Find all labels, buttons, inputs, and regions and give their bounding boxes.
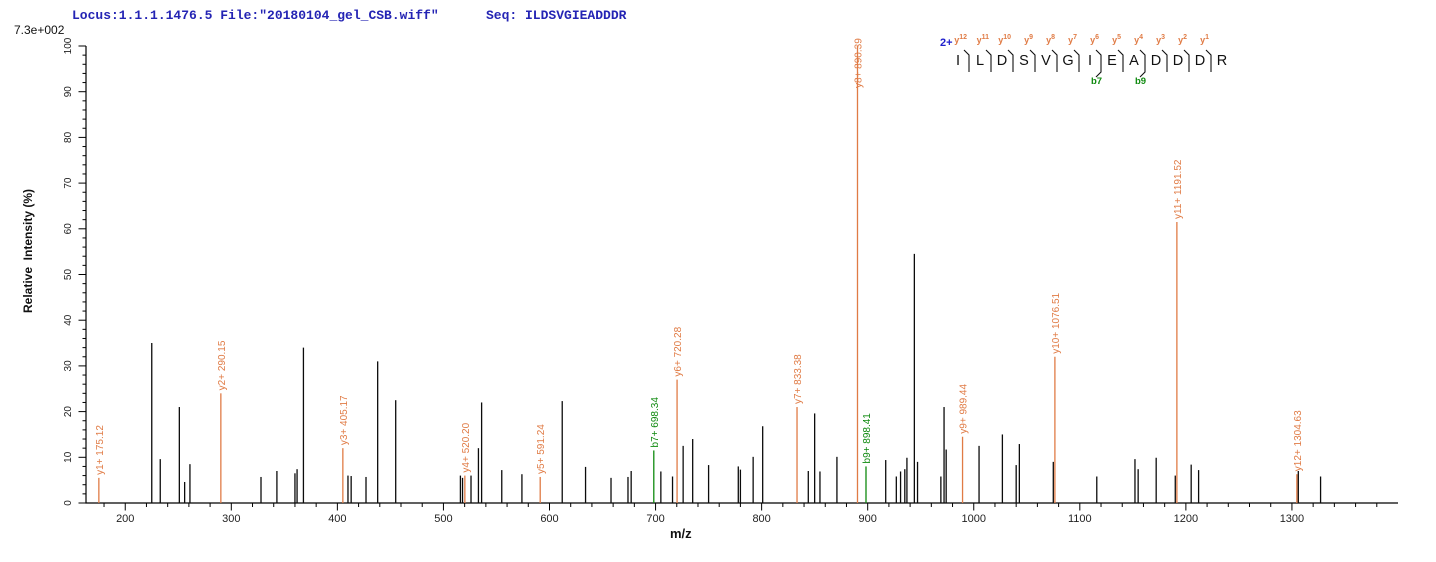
x-tick-label: 400 [328, 513, 346, 525]
y-ion-site-label: y3 [1156, 34, 1165, 45]
axis-frame [85, 46, 1398, 504]
y-ion-site-label: y7 [1068, 34, 1077, 45]
peptide-residue: D [996, 53, 1008, 69]
fragment-ion-label: y4+ 520.20 [461, 422, 472, 472]
cleavage-mark [1029, 49, 1036, 72]
y-ion-site-label: y11 [976, 34, 989, 45]
cleavage-mark [1205, 49, 1212, 72]
x-tick-label: 700 [646, 513, 664, 525]
cleavage-mark [1073, 49, 1080, 72]
y-ion-site-label: y10 [998, 34, 1011, 45]
fragment-ion-label: b7+ 698.34 [650, 397, 661, 448]
fragment-ion-label: y2+ 290.15 [217, 340, 228, 390]
base-peak-intensity-label: 7.3e+002 [14, 23, 65, 37]
fragment-ion-label: y10+ 1076.51 [1051, 292, 1062, 353]
fragment-ion-label: b9+ 898.41 [862, 413, 873, 464]
peptide-residue: A [1129, 53, 1139, 69]
x-tick-label: 1300 [1280, 513, 1304, 525]
y-tick-label: 50 [63, 269, 74, 281]
header-locus-file: Locus:1.1.1.1476.5 File:"20180104_gel_CS… [72, 8, 439, 23]
fragment-ion-label: y8+ 890.39 [853, 38, 864, 88]
peptide-residue: I [955, 53, 961, 69]
x-tick-label: 800 [752, 513, 770, 525]
x-tick-label: 200 [116, 513, 134, 525]
y-tick-label: 10 [63, 451, 74, 463]
y-ion-site-label: y8 [1046, 34, 1055, 45]
peptide-residue: E [1107, 53, 1117, 69]
fragment-ion-label: y9+ 989.44 [959, 384, 970, 434]
y-tick-label: 40 [63, 314, 74, 326]
x-tick-label: 1000 [962, 513, 986, 525]
y-ion-site-label: y12 [954, 34, 967, 45]
y-tick-label: 70 [63, 177, 74, 189]
peptide-residue: S [1019, 53, 1029, 69]
y-tick-label: 30 [63, 360, 74, 372]
fragment-ion-label: y7+ 833.38 [793, 354, 804, 404]
x-tick-label: 900 [859, 513, 877, 525]
b-ion-site-label: b7 [1091, 76, 1103, 87]
peptide-residue: D [1150, 53, 1162, 69]
cleavage-mark [985, 49, 992, 72]
cleavage-mark [1183, 49, 1190, 72]
header-sequence: Seq: ILDSVGIEADDDR [486, 8, 627, 23]
y-ion-site-label: y9 [1024, 34, 1033, 45]
cleavage-mark [1117, 49, 1124, 72]
x-tick-label: 1200 [1174, 513, 1198, 525]
cleavage-mark [1161, 49, 1168, 72]
x-tick-label: 600 [540, 513, 558, 525]
cleavage-mark [1095, 49, 1102, 78]
x-tick-label: 500 [434, 513, 452, 525]
peptide-residue: G [1062, 53, 1074, 69]
y-ion-site-label: y5 [1112, 34, 1121, 45]
fragment-ion-label: y12+ 1304.63 [1293, 410, 1304, 471]
cleavage-mark [963, 49, 970, 72]
y-ion-site-label: y2 [1178, 34, 1187, 45]
y-ion-site-label: y4 [1134, 34, 1143, 45]
peptide-residue: D [1172, 53, 1184, 69]
cleavage-mark [1007, 49, 1014, 72]
peptide-residue: D [1194, 53, 1206, 69]
x-tick-label: 1100 [1068, 513, 1092, 525]
cleavage-mark [1051, 49, 1058, 72]
peptide-residue: R [1216, 53, 1228, 69]
fragment-ion-label: y5+ 591.24 [536, 424, 547, 474]
y-ion-site-label: y1 [1200, 34, 1209, 45]
fragment-ion-label: y6+ 720.28 [673, 326, 684, 376]
cleavage-mark [1139, 49, 1146, 78]
y-tick-label: 90 [63, 86, 74, 98]
y-tick-label: 60 [63, 223, 74, 235]
y-tick-label: 100 [63, 37, 74, 54]
fragment-ion-label: y3+ 405.17 [339, 395, 350, 445]
fragment-ion-label: y11+ 1191.52 [1173, 159, 1184, 219]
precursor-charge-label: 2+ [940, 37, 953, 49]
x-axis-title: m/z [670, 526, 692, 541]
x-tick-label: 300 [222, 513, 240, 525]
y-tick-label: 20 [63, 406, 74, 418]
peptide-residue: V [1041, 53, 1051, 69]
y-tick-label: 80 [63, 131, 74, 143]
y-ion-site-label: y6 [1090, 34, 1099, 45]
peptide-residue: I [1087, 53, 1093, 69]
peptide-residue: L [975, 53, 985, 69]
b-ion-site-label: b9 [1135, 76, 1147, 87]
y-tick-label: 0 [63, 500, 74, 506]
fragment-ion-label: y1+ 175.12 [95, 425, 106, 475]
